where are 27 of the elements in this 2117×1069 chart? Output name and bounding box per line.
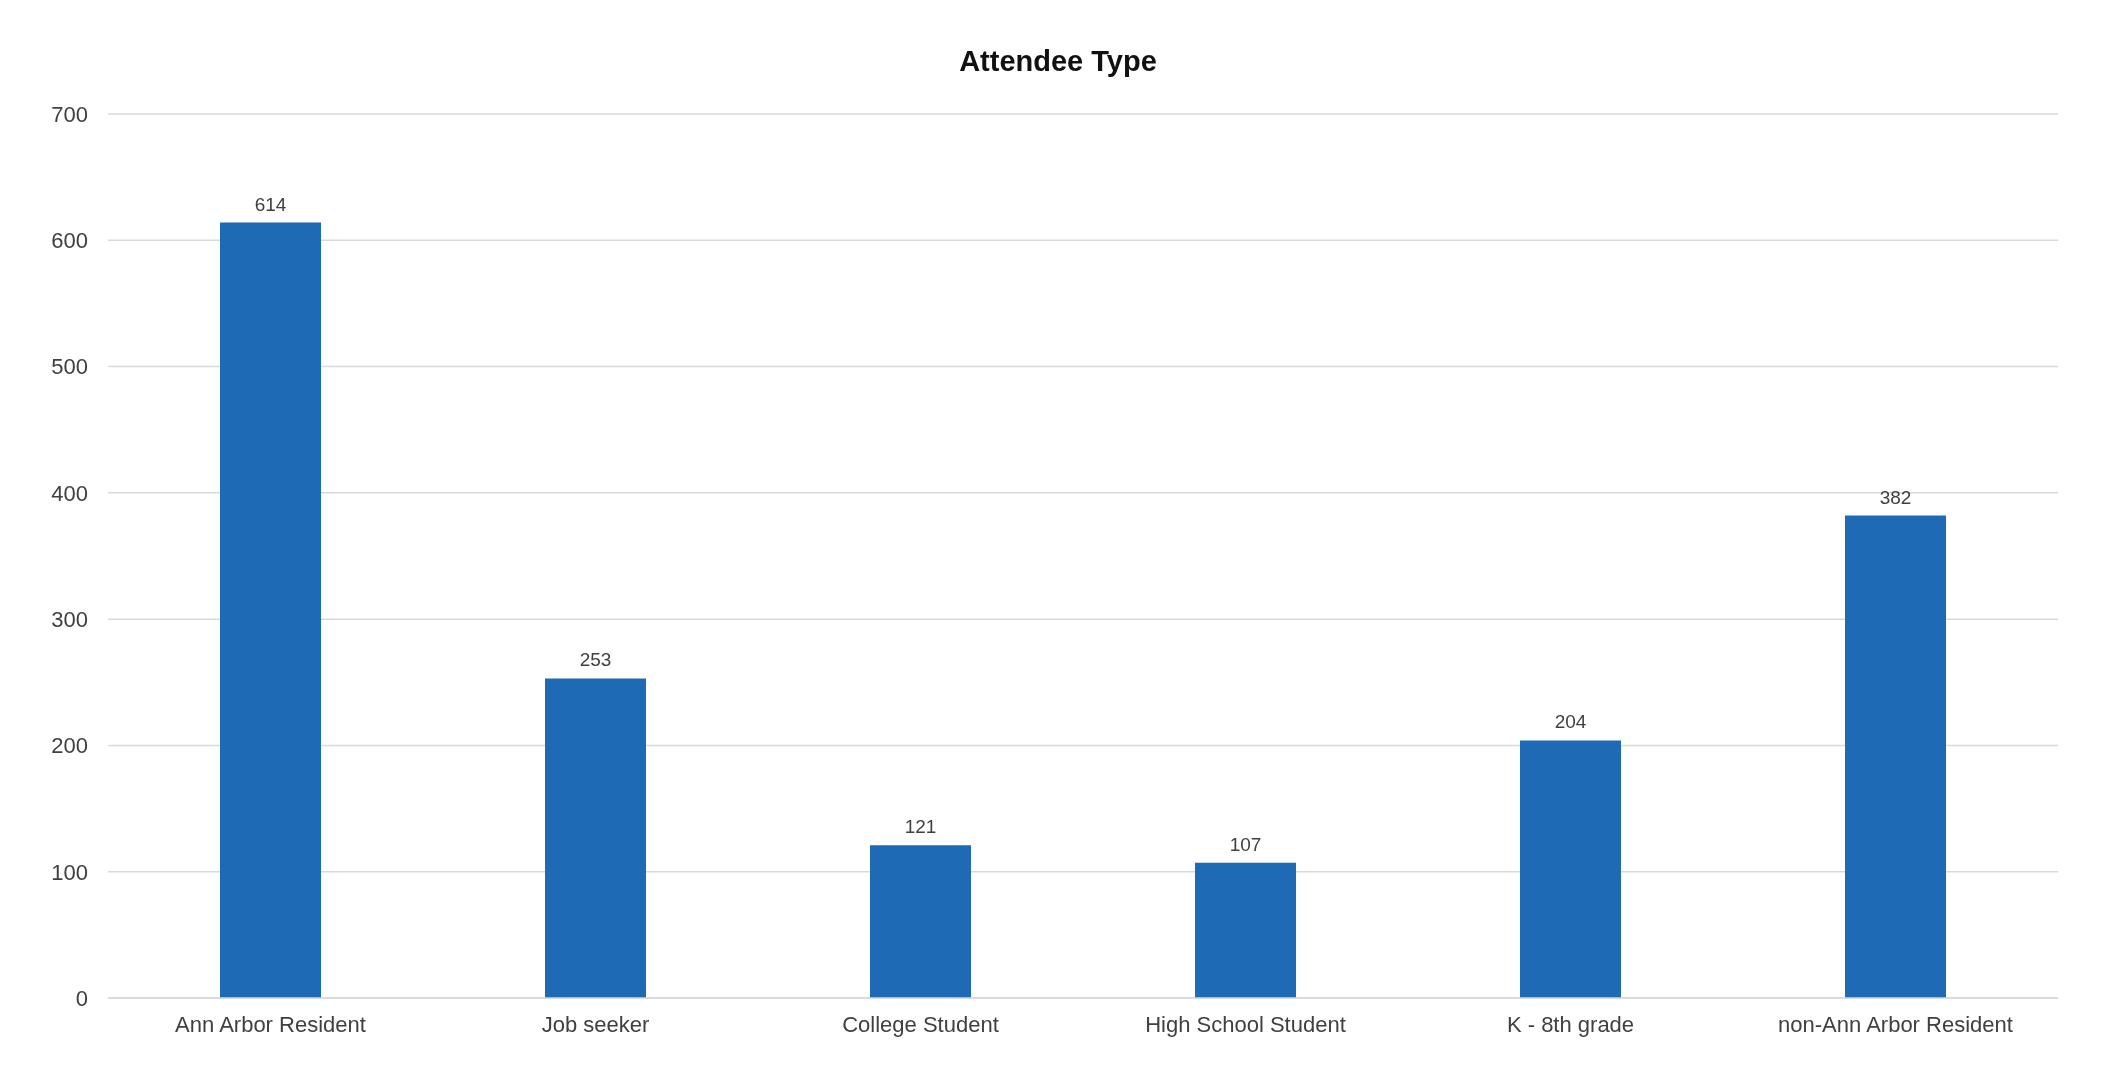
x-tick-label: College Student xyxy=(842,1011,999,1037)
y-tick-label: 600 xyxy=(51,228,88,254)
x-tick-label: K - 8th grade xyxy=(1506,1011,1635,1037)
x-tick-label: Job seeker xyxy=(541,1011,650,1037)
y-tick-label: 0 xyxy=(75,985,88,1011)
bar xyxy=(1845,515,1946,998)
data-label: 253 xyxy=(579,649,612,671)
y-tick-label: 100 xyxy=(51,859,88,885)
bar xyxy=(220,222,321,998)
bar xyxy=(1520,740,1621,998)
data-label: 382 xyxy=(1879,486,1912,508)
data-label: 121 xyxy=(904,816,937,838)
y-tick-label: 400 xyxy=(51,480,88,506)
x-tick-label: Ann Arbor Resident xyxy=(175,1011,366,1037)
x-tick-label: non-Ann Arbor Resident xyxy=(1778,1011,2013,1037)
x-tick-label: High School Student xyxy=(1145,1011,1346,1037)
chart-title: Attendee Type xyxy=(958,44,1158,78)
data-label: 614 xyxy=(254,193,287,215)
bar xyxy=(1195,862,1296,998)
data-label: 107 xyxy=(1229,833,1262,855)
bar xyxy=(545,678,646,998)
y-tick-label: 200 xyxy=(51,733,88,759)
y-tick-label: 700 xyxy=(51,101,88,127)
y-tick-label: 300 xyxy=(51,606,88,632)
bar xyxy=(870,845,971,998)
data-label: 204 xyxy=(1554,711,1587,733)
y-tick-label: 500 xyxy=(51,354,88,380)
